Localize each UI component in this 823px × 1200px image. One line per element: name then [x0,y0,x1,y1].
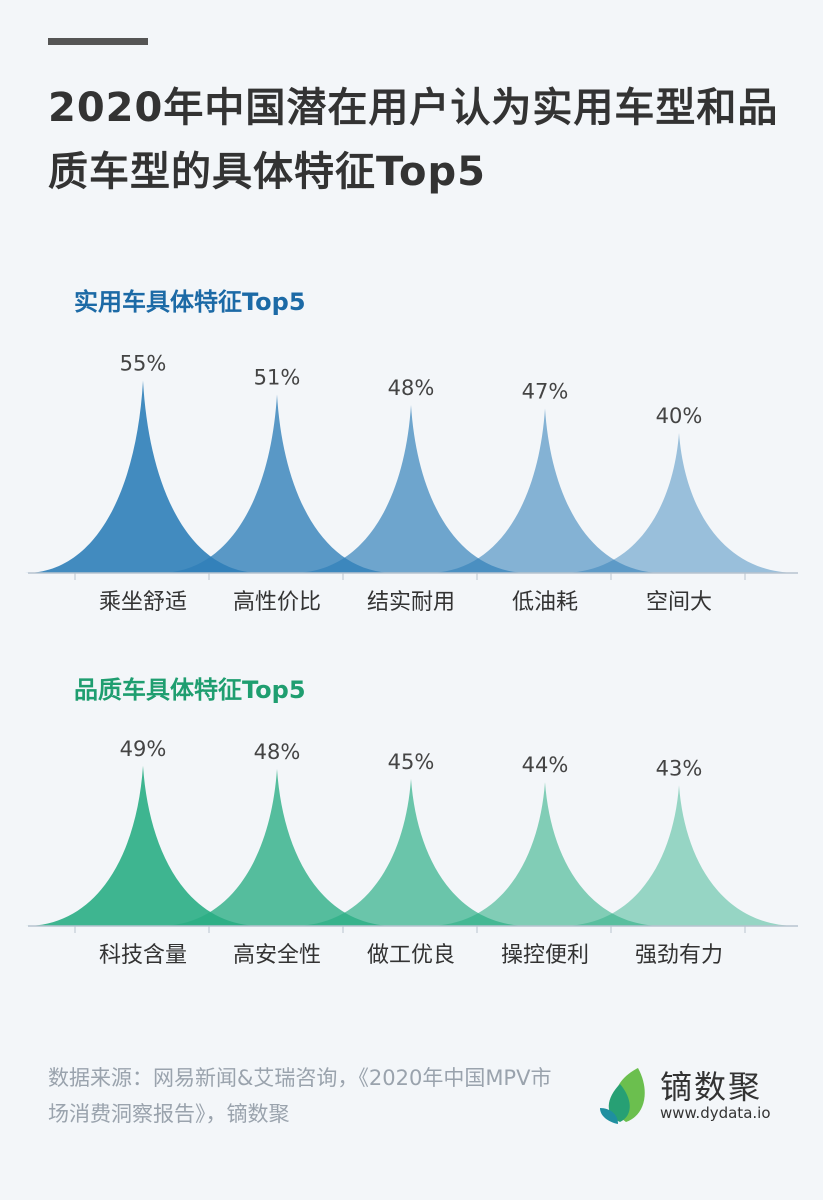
peak-3 [427,782,663,926]
chart-quality: 49% 科技含量 48% 高安全性 45% 做工优良 44% 操控便利 43% 强劲有力 [25,737,798,968]
data-label-3: 44% [522,753,569,777]
category-label-3: 低油耗 [512,590,578,615]
peak-0 [25,765,261,926]
leaf-logo-icon [600,1068,645,1124]
category-label-0: 乘坐舒适 [99,590,187,615]
data-label-4: 40% [656,404,703,428]
logo-url: www.dydata.io [660,1104,771,1122]
peak-1 [159,394,395,573]
peak-2 [293,778,529,926]
data-label-2: 48% [388,376,435,400]
accent-bar [48,38,148,45]
peak-2 [293,405,529,573]
category-label-0: 科技含量 [99,943,187,968]
page-title: 2020年中国潜在用户认为实用车型和品质车型的具体特征Top5 [48,85,779,195]
peak-3 [427,408,663,573]
data-label-0: 49% [120,737,167,761]
category-label-1: 高安全性 [233,943,321,968]
logo-name: 镝数聚 [660,1068,763,1106]
source-note: 数据来源：网易新闻&艾瑞咨询，《2020年中国MPV市场消费洞察报告》，镝数聚 [48,1066,552,1126]
data-label-3: 47% [522,380,569,404]
peak-0 [25,380,261,573]
data-label-0: 55% [120,352,167,376]
data-label-4: 43% [656,756,703,780]
peak-1 [159,769,395,926]
category-label-4: 强劲有力 [635,943,723,968]
chart-title-quality: 品质车具体特征Top5 [74,676,306,704]
category-label-2: 做工优良 [367,943,455,968]
logo: 镝数聚 www.dydata.io [598,1060,798,1130]
chart-title-practical: 实用车具体特征Top5 [74,288,306,316]
peak-4 [561,433,797,573]
data-label-1: 51% [254,366,301,390]
category-label-1: 高性价比 [233,590,321,615]
data-label-1: 48% [254,740,301,764]
data-label-2: 45% [388,750,435,774]
category-label-2: 结实耐用 [367,590,455,615]
category-label-3: 操控便利 [501,943,589,968]
category-label-4: 空间大 [646,590,712,615]
chart-practical: 55% 乘坐舒适 51% 高性价比 48% 结实耐用 47% 低油耗 40% 空间大 [25,352,798,615]
peak-4 [561,785,797,926]
